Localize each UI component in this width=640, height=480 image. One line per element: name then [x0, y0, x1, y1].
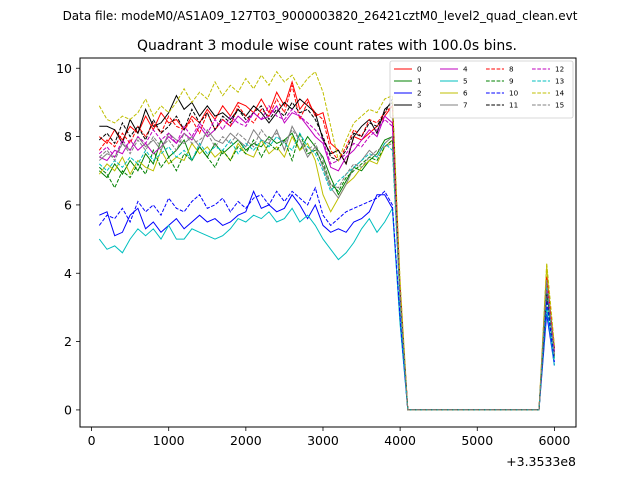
series-line-13	[98, 132, 555, 411]
x-tick-label: 3000	[307, 433, 339, 448]
x-tick-label: 5000	[461, 433, 493, 448]
y-tick-label: 10	[56, 61, 72, 76]
legend-label-15: 15	[555, 101, 564, 110]
y-axis: 0 2 4 6 8 10	[56, 61, 80, 417]
axes-frame	[79, 57, 577, 428]
series-line-14	[98, 70, 555, 411]
legend-label-4: 4	[463, 65, 468, 74]
series-line-1	[98, 132, 555, 411]
legend-label-0: 0	[417, 65, 422, 74]
series-line-5	[98, 206, 555, 411]
legend-label-12: 12	[555, 65, 564, 74]
y-tick-label: 2	[64, 334, 72, 349]
x-tick-label: 1000	[153, 433, 185, 448]
legend-label-3: 3	[417, 101, 422, 110]
legend-label-11: 11	[509, 101, 518, 110]
legend-box	[389, 60, 574, 119]
series-line-2	[99, 189, 555, 411]
figure-suptitle: Data file: modeM0/AS1A09_127T03_90000038…	[63, 9, 578, 23]
y-tick-label: 8	[64, 129, 72, 144]
x-tick-label: 4000	[384, 433, 416, 448]
y-tick-label: 4	[64, 266, 72, 281]
series-line-11	[98, 97, 555, 411]
series-line-9	[98, 131, 555, 411]
series-line-12	[98, 104, 555, 411]
series-line-3	[99, 94, 555, 411]
legend-label-10: 10	[509, 89, 519, 98]
x-axis: 0 1000 2000 3000 4000 5000 6000	[88, 427, 570, 448]
legend-label-6: 6	[463, 89, 468, 98]
legend-label-9: 9	[509, 77, 514, 86]
legend-label-5: 5	[463, 77, 468, 86]
x-tick-label: 0	[88, 433, 96, 448]
y-tick-label: 0	[64, 402, 72, 417]
x-axis-offset-label: +3.3533e8	[506, 454, 576, 469]
legend-label-13: 13	[555, 77, 564, 86]
y-tick-label: 6	[64, 197, 72, 212]
series-line-7	[98, 125, 555, 411]
x-tick-label: 2000	[230, 433, 262, 448]
series-line-15	[98, 128, 555, 411]
chart-title: Quadrant 3 module wise count rates with …	[137, 38, 517, 54]
x-tick-label: 6000	[538, 433, 570, 448]
series-line-10	[98, 186, 555, 411]
legend-label-7: 7	[463, 101, 468, 110]
legend-label-8: 8	[509, 65, 514, 74]
legend-label-14: 14	[555, 89, 565, 98]
plot-area	[98, 70, 555, 411]
series-line-0	[98, 80, 555, 411]
legend-label-2: 2	[417, 89, 422, 98]
legend-label-1: 1	[417, 77, 422, 86]
